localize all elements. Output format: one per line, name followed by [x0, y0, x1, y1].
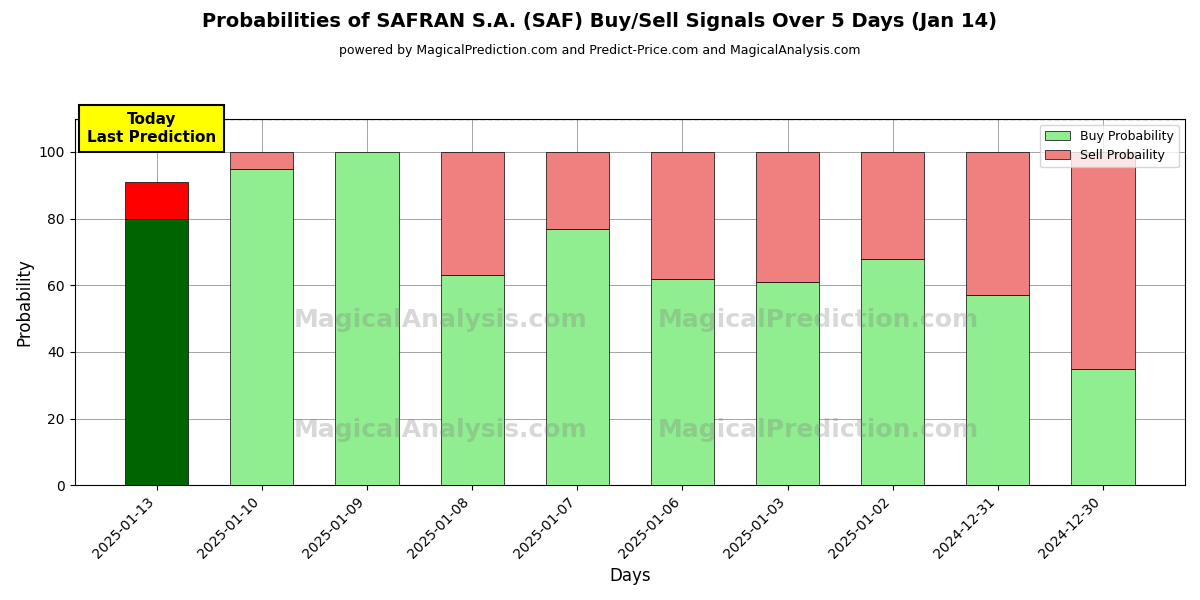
Bar	[862, 259, 924, 485]
X-axis label: Days: Days	[610, 567, 650, 585]
Bar	[546, 229, 608, 485]
Bar	[440, 152, 504, 275]
Bar	[1072, 368, 1134, 485]
Bar	[1072, 152, 1134, 368]
Bar	[756, 282, 820, 485]
Bar	[336, 152, 398, 485]
Bar	[125, 182, 188, 218]
Text: powered by MagicalPrediction.com and Predict-Price.com and MagicalAnalysis.com: powered by MagicalPrediction.com and Pre…	[340, 44, 860, 57]
Bar	[650, 278, 714, 485]
Text: Today
Last Prediction: Today Last Prediction	[86, 112, 216, 145]
Text: Probabilities of SAFRAN S.A. (SAF) Buy/Sell Signals Over 5 Days (Jan 14): Probabilities of SAFRAN S.A. (SAF) Buy/S…	[203, 12, 997, 31]
Text: MagicalAnalysis.com: MagicalAnalysis.com	[294, 308, 588, 332]
Y-axis label: Probability: Probability	[16, 258, 34, 346]
Text: MagicalPrediction.com: MagicalPrediction.com	[658, 418, 979, 442]
Bar	[546, 152, 608, 229]
Bar	[966, 295, 1030, 485]
Bar	[230, 169, 293, 485]
Legend: Buy Probability, Sell Probaility: Buy Probability, Sell Probaility	[1040, 125, 1178, 167]
Bar	[862, 152, 924, 259]
Text: MagicalPrediction.com: MagicalPrediction.com	[658, 308, 979, 332]
Bar	[125, 218, 188, 485]
Bar	[230, 152, 293, 169]
Bar	[756, 152, 820, 282]
Bar	[650, 152, 714, 278]
Bar	[966, 152, 1030, 295]
Bar	[440, 275, 504, 485]
Text: MagicalAnalysis.com: MagicalAnalysis.com	[294, 418, 588, 442]
